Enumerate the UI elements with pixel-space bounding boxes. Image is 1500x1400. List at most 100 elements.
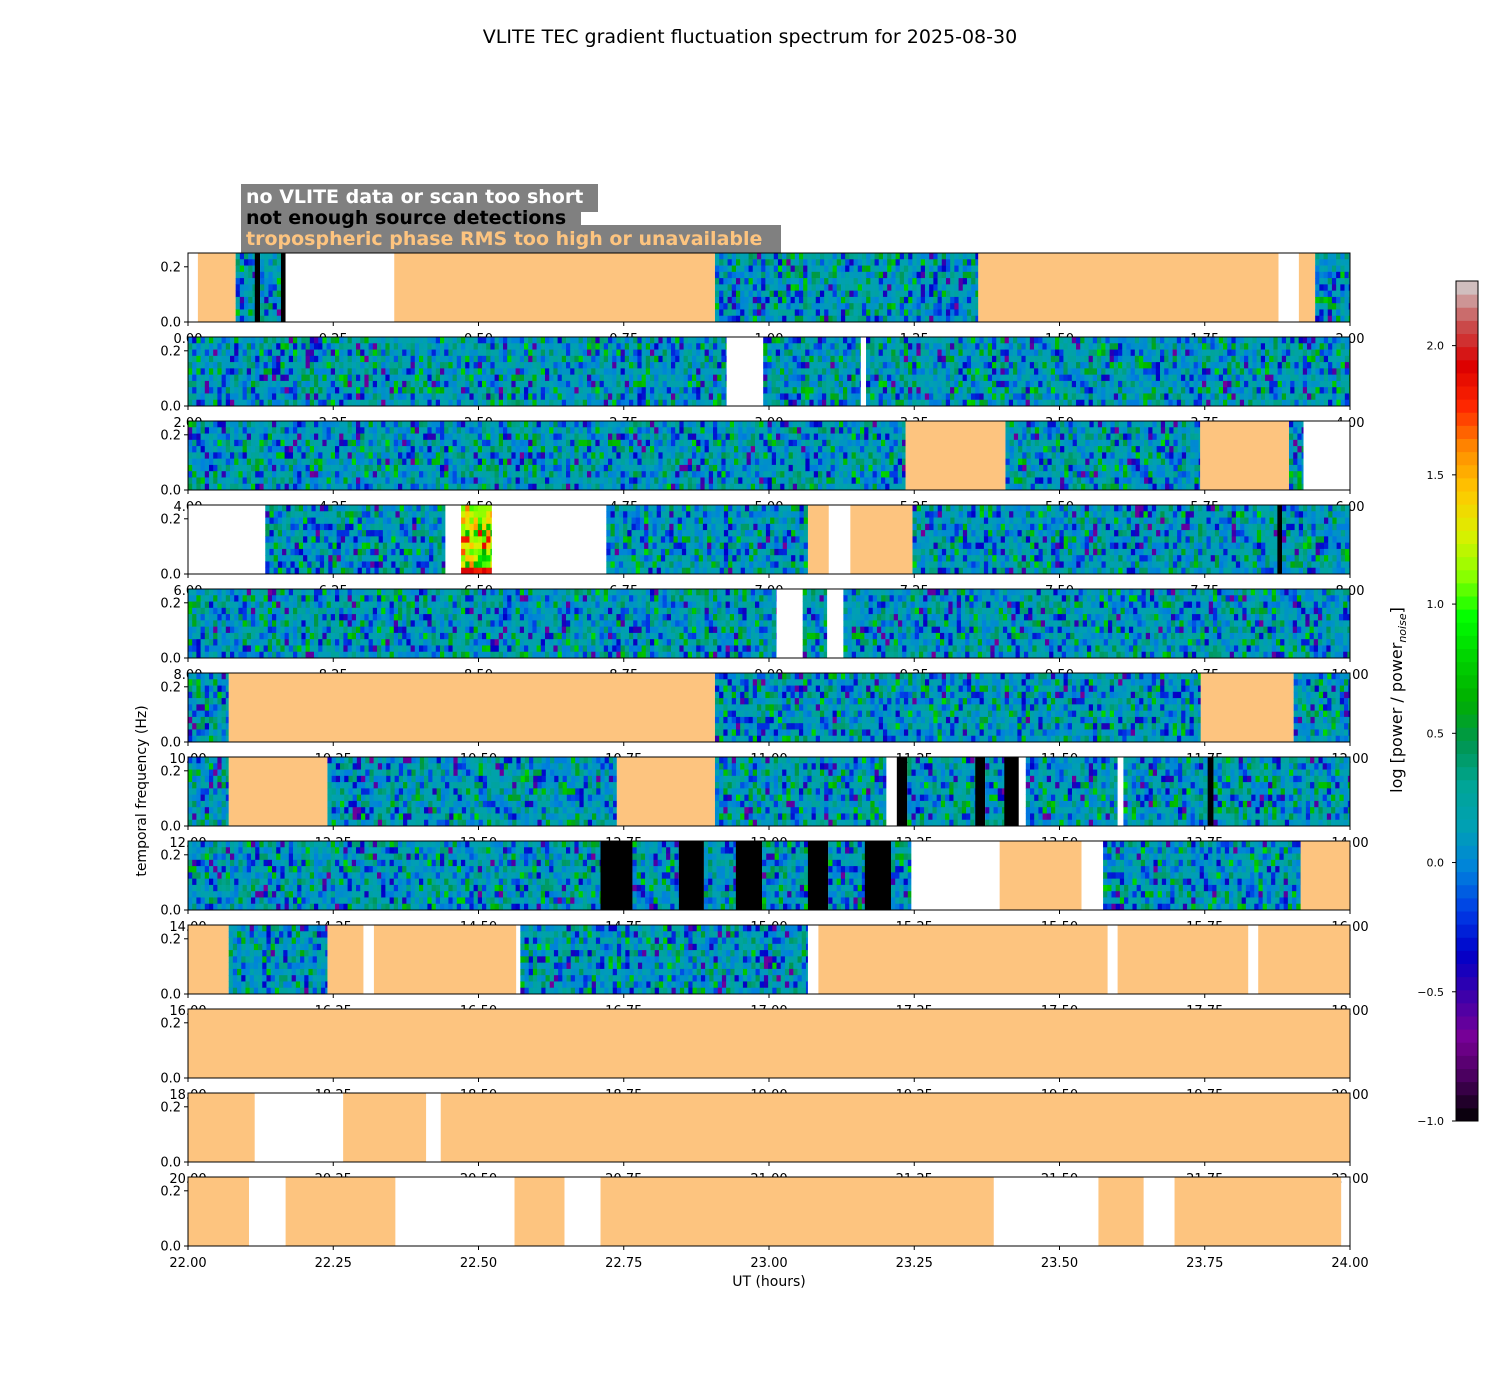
spectrogram-segment — [188, 673, 230, 743]
spectrogram-segment — [843, 589, 1351, 659]
colorbar-step — [1456, 451, 1478, 466]
y-tick-label: 0.2 — [160, 1184, 181, 1199]
colorbar-step — [1456, 556, 1478, 571]
segment-none — [491, 505, 607, 574]
colorbar-step — [1456, 1042, 1478, 1056]
segment-detect — [896, 757, 908, 826]
panel-4: 0.00.28.008.258.508.759.009.259.509.7510… — [160, 588, 1369, 683]
colorbar-label: log [power / powernoise] — [1387, 607, 1409, 793]
segment-tropo — [1200, 421, 1289, 490]
colorbar-step — [1456, 504, 1478, 518]
colorbar-step — [1456, 897, 1478, 912]
colorbar-step — [1456, 1029, 1478, 1043]
segment-tropo — [188, 1093, 255, 1162]
y-axis-label: temporal frequency (Hz) — [134, 705, 150, 876]
segment-none — [911, 841, 1000, 910]
colorbar-step — [1456, 911, 1478, 925]
colorbar-step — [1456, 425, 1478, 440]
y-tick-label: 0.2 — [160, 1016, 181, 1031]
spectrogram-segment — [762, 841, 809, 911]
spectrogram-segment — [866, 337, 1351, 407]
colorbar-step — [1456, 281, 1478, 295]
segment-detect — [280, 253, 286, 322]
segment-tropo — [999, 841, 1082, 910]
spectrogram-segment — [461, 505, 493, 575]
segment-detect — [678, 841, 704, 910]
segment-tropo — [616, 757, 715, 826]
spectrogram-segment — [188, 841, 601, 911]
segment-tropo — [818, 925, 1108, 994]
spectrogram-segment — [1103, 841, 1302, 911]
spectrogram-segment — [1315, 253, 1351, 323]
segment-detect — [975, 757, 986, 826]
spectrogram-segment — [188, 757, 230, 827]
spectrogram-segment — [912, 505, 1278, 575]
y-tick-label: 0.0 — [160, 400, 181, 415]
colorbar: −1.0 −0.5 0.0 0.5 1.0 1.5 2.0 — [1417, 280, 1479, 1128]
colorbar-step — [1456, 543, 1478, 558]
panels: 0.00.20.000.250.500.751.001.251.501.752.… — [160, 252, 1369, 1271]
y-tick-label: 0.2 — [160, 596, 181, 611]
colorbar-step — [1456, 372, 1478, 387]
colorbar-step — [1456, 333, 1478, 348]
segment-detect — [600, 841, 633, 910]
colorbar-step — [1456, 740, 1478, 755]
colorbar-step — [1456, 1081, 1478, 1096]
y-tick-label: 0.0 — [160, 1240, 181, 1255]
y-tick-label: 0.2 — [160, 932, 181, 947]
x-axis-label: UT (hours) — [732, 1274, 806, 1290]
x-tick-label: 23.25 — [896, 1256, 933, 1271]
legend-label-detect: not enough source detections — [246, 207, 566, 229]
colorbar-step — [1456, 1107, 1478, 1122]
colorbar-step — [1456, 530, 1478, 545]
segment-tropo — [978, 253, 1279, 322]
colorbar-step — [1456, 320, 1478, 335]
spectrogram-segment — [1213, 757, 1351, 827]
segment-none — [445, 505, 462, 574]
colorbar-step — [1456, 346, 1478, 361]
x-tick-label: 24.00 — [1331, 1256, 1368, 1271]
colorbar-step — [1456, 701, 1478, 715]
segment-tropo — [807, 505, 829, 574]
y-tick-label: 0.0 — [160, 652, 181, 667]
colorbar-tick-label: −0.5 — [1417, 986, 1444, 999]
colorbar-step — [1456, 727, 1478, 741]
colorbar-step — [1456, 1002, 1478, 1017]
y-tick-label: 0.2 — [160, 344, 181, 359]
colorbar-step — [1456, 766, 1478, 781]
y-tick-label: 0.2 — [160, 512, 181, 527]
x-tick-label: 22.25 — [315, 1256, 352, 1271]
panel-7: 0.00.214.0014.2514.5014.7515.0015.2515.5… — [160, 840, 1369, 935]
panel-10: 0.00.220.0020.2520.5020.7521.0021.2521.5… — [160, 1092, 1369, 1187]
segment-none — [828, 505, 851, 574]
segment-tropo — [373, 925, 517, 994]
y-tick-label: 0.2 — [160, 848, 181, 863]
segment-tropo — [440, 1093, 1351, 1162]
colorbar-step — [1456, 858, 1478, 873]
panel-11: 0.0 0.2 22.00 22.25 22.50 22.75 23.00 23.25 23.5… — [160, 1176, 1369, 1271]
spectrogram-segment — [802, 589, 828, 659]
y-tick-label: 0.2 — [160, 680, 181, 695]
spectrogram-segment — [828, 841, 866, 911]
y-tick-label: 0.2 — [160, 260, 181, 275]
segment-tropo — [394, 253, 715, 322]
colorbar-step — [1456, 792, 1478, 807]
segment-tropo — [343, 1093, 427, 1162]
spectrogram-segment — [714, 253, 979, 323]
colorbar-step — [1456, 871, 1478, 886]
segment-none — [807, 925, 819, 994]
segment-tropo — [850, 505, 913, 574]
colorbar-tick-label: 0.5 — [1427, 727, 1445, 740]
x-tick-label: 23.75 — [1186, 1256, 1223, 1271]
colorbar-step — [1456, 989, 1478, 1004]
spectrogram-segment — [1282, 505, 1351, 575]
spectrogram-segment — [1123, 757, 1209, 827]
panel-2: 0.00.24.004.254.504.755.005.255.505.756.… — [160, 420, 1364, 515]
colorbar-step — [1456, 661, 1478, 676]
segment-tropo — [1098, 1177, 1144, 1246]
segment-none — [254, 1093, 344, 1162]
x-tick-label: 23.00 — [750, 1256, 787, 1271]
spectrogram-segment — [632, 841, 680, 911]
colorbar-step — [1456, 648, 1478, 663]
